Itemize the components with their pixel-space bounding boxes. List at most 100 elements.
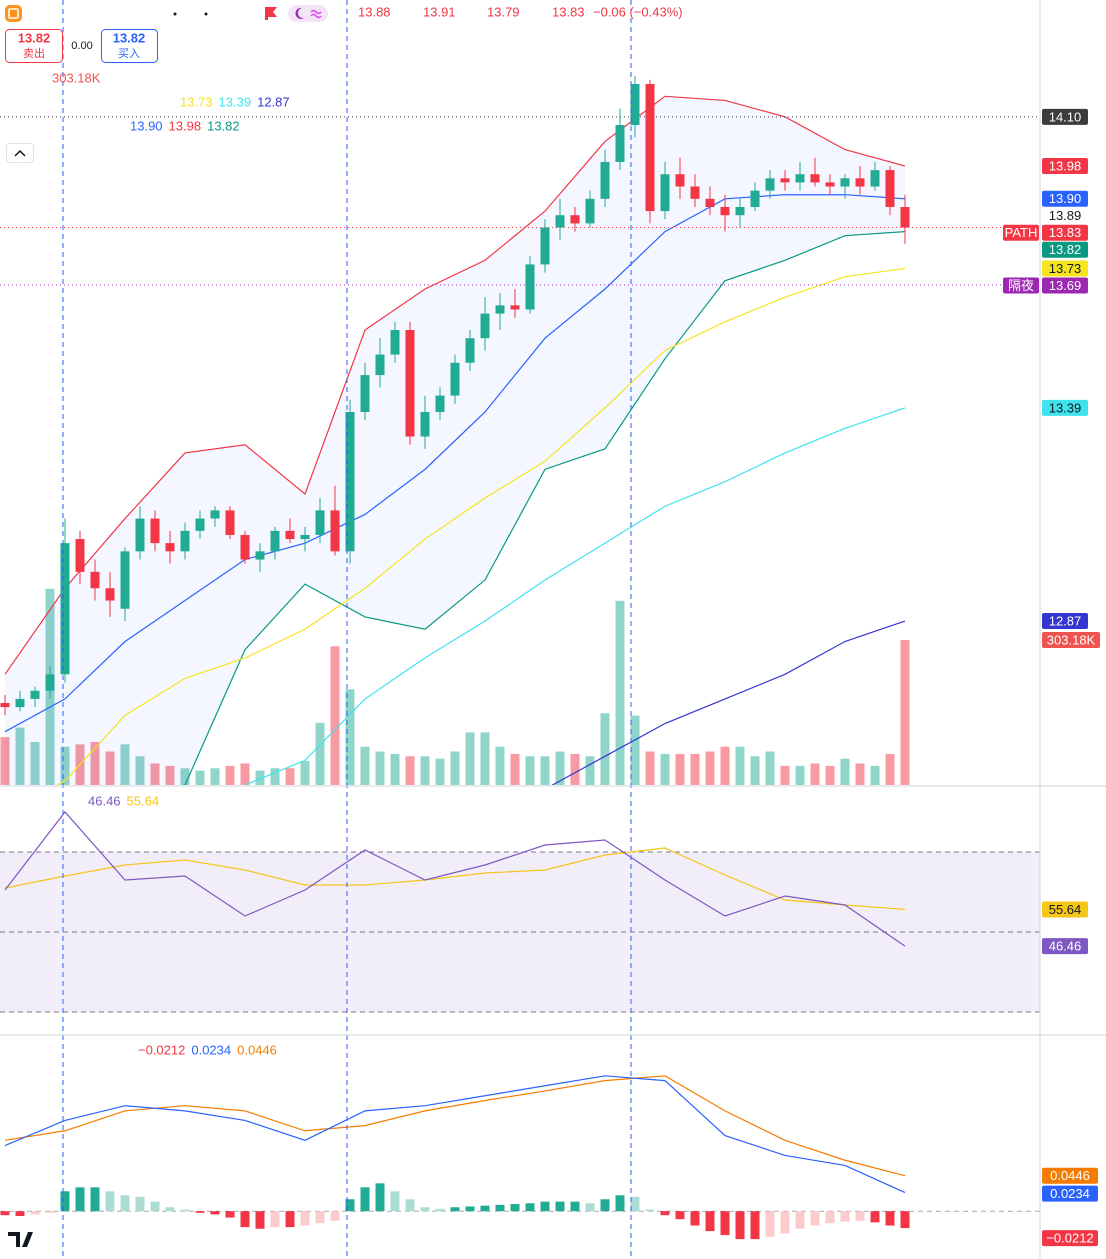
candle-body bbox=[345, 411, 355, 552]
macd-hist-bar bbox=[60, 1191, 70, 1212]
candle-body bbox=[45, 674, 55, 691]
candle-body bbox=[750, 190, 760, 208]
axis-label: 13.90 bbox=[1049, 191, 1082, 206]
candle-body bbox=[255, 551, 265, 560]
candle-body bbox=[30, 690, 40, 699]
volume-bar bbox=[195, 770, 205, 785]
buy-price: 13.82 bbox=[113, 30, 146, 45]
macd-hist-bar bbox=[180, 1209, 190, 1212]
axis-label-box bbox=[1042, 108, 1088, 125]
macd-hist-bar bbox=[225, 1211, 235, 1218]
flag-icon[interactable] bbox=[265, 7, 277, 20]
volume-bar bbox=[240, 763, 250, 785]
macd-hist-bar bbox=[705, 1211, 715, 1232]
volume-bar bbox=[105, 751, 115, 785]
candle-body bbox=[105, 588, 115, 601]
candle-body bbox=[900, 207, 910, 228]
candle-body bbox=[630, 84, 640, 126]
macd-hist-bar bbox=[735, 1211, 745, 1240]
ohlc-low: 13.79 bbox=[487, 4, 520, 19]
logo bbox=[8, 1232, 33, 1247]
candle-body bbox=[585, 198, 595, 224]
candle-body bbox=[825, 182, 835, 187]
macd-hist-bar bbox=[870, 1211, 880, 1223]
axis-tag-box bbox=[1003, 224, 1039, 241]
overlay-line bbox=[244, 407, 906, 785]
axis-label: 14.10 bbox=[1049, 109, 1082, 124]
volume-bar bbox=[15, 727, 25, 785]
macd-hist-bar bbox=[390, 1191, 400, 1212]
macd-hist-bar bbox=[810, 1211, 820, 1226]
macd-hist-bar bbox=[315, 1211, 325, 1224]
session-pill[interactable] bbox=[288, 5, 328, 22]
axis-tag: 隔夜 bbox=[1008, 278, 1034, 293]
macd-hist-bar bbox=[120, 1195, 130, 1212]
macd-hist-bar bbox=[840, 1211, 850, 1222]
macd-hist-bar bbox=[330, 1211, 340, 1221]
macd-hist-bar bbox=[555, 1201, 565, 1212]
macd-hist-bar bbox=[150, 1201, 160, 1212]
candle-body bbox=[705, 198, 715, 208]
volume-bar bbox=[300, 761, 310, 785]
volume-bar bbox=[390, 753, 400, 785]
volume-bar bbox=[420, 756, 430, 785]
macd-hist-bar bbox=[675, 1211, 685, 1220]
macd-hist-bar bbox=[240, 1211, 250, 1228]
volume-bar bbox=[510, 753, 520, 785]
sell-button[interactable] bbox=[5, 29, 63, 63]
volume-bar bbox=[825, 765, 835, 785]
candle-body bbox=[435, 395, 445, 412]
volume-bar bbox=[615, 600, 625, 785]
macd-hist-bar bbox=[525, 1203, 535, 1212]
axis-label-box bbox=[1042, 1230, 1098, 1247]
macd-hist-bar bbox=[75, 1187, 85, 1212]
volume-bar bbox=[720, 746, 730, 785]
volume-bar bbox=[540, 756, 550, 785]
candle-body bbox=[555, 215, 565, 228]
macd-hist-bar bbox=[750, 1211, 760, 1240]
axis-label: 0.0446 bbox=[1050, 1168, 1090, 1183]
volume-bar bbox=[315, 722, 325, 785]
candle-body bbox=[720, 207, 730, 216]
candle-body bbox=[15, 698, 25, 708]
sell-price: 13.82 bbox=[18, 30, 51, 45]
volume-bar bbox=[525, 756, 535, 785]
macd-hist-bar bbox=[420, 1207, 430, 1212]
volume-bar bbox=[735, 746, 745, 785]
buy-label: 买入 bbox=[118, 47, 140, 60]
buy-button[interactable] bbox=[101, 29, 158, 63]
candle-body bbox=[150, 518, 160, 544]
collapse-button[interactable] bbox=[6, 143, 34, 163]
axis-label-box bbox=[1042, 613, 1088, 630]
volume-bar bbox=[135, 756, 145, 785]
ohlc-open: 13.88 bbox=[358, 4, 391, 19]
macd-hist-bar bbox=[645, 1209, 655, 1212]
candle-body bbox=[420, 411, 430, 437]
volume-bar bbox=[885, 753, 895, 785]
volume-bar bbox=[165, 765, 175, 785]
symbol-icon[interactable] bbox=[5, 5, 22, 22]
volume-bar bbox=[285, 768, 295, 785]
candle-body bbox=[540, 227, 550, 265]
volume-bar bbox=[330, 646, 340, 785]
volume-bar bbox=[570, 753, 580, 785]
overlay-line bbox=[183, 231, 906, 785]
volume-bar bbox=[810, 763, 820, 785]
axis-label-box bbox=[1042, 260, 1088, 277]
volume-bar bbox=[765, 751, 775, 785]
macd-hist-bar bbox=[195, 1211, 205, 1213]
overlay-line bbox=[551, 620, 906, 785]
macd-hist-bar bbox=[885, 1211, 895, 1226]
candle-body bbox=[90, 571, 100, 589]
volume-bar bbox=[870, 765, 880, 785]
legend-value: 13.82 bbox=[207, 118, 240, 133]
legend-value: −0.0212 bbox=[138, 1042, 185, 1057]
volume-bar bbox=[90, 741, 100, 785]
candle-body bbox=[60, 543, 70, 675]
macd-hist-bar bbox=[495, 1204, 505, 1212]
macd-hist-bar bbox=[105, 1191, 115, 1212]
candle-body bbox=[780, 178, 790, 183]
volume-bar bbox=[555, 751, 565, 785]
legend-value: 13.39 bbox=[219, 94, 252, 109]
candle-body bbox=[840, 178, 850, 187]
